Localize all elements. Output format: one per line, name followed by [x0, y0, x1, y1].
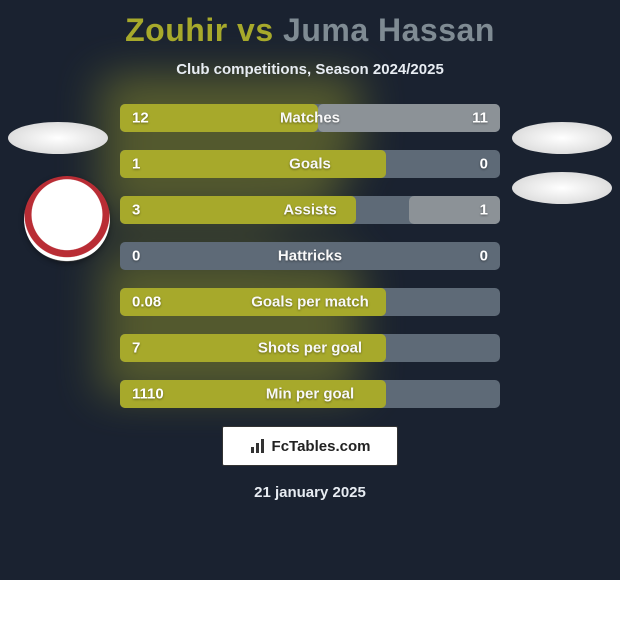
- stat-value-left: 12: [132, 110, 149, 127]
- stat-label: Goals: [289, 156, 331, 173]
- subtitle: Club competitions, Season 2024/2025: [0, 61, 620, 78]
- stat-value-right: 11: [472, 110, 488, 127]
- stat-value-left: 7: [132, 340, 140, 357]
- stat-label: Hattricks: [278, 248, 342, 265]
- club-crest-icon: [24, 176, 110, 262]
- stat-row: 1110 Min per goal: [120, 380, 500, 408]
- stat-value-left: 0: [132, 248, 140, 265]
- player-left-badge: [8, 122, 108, 154]
- stat-value-right: 1: [480, 202, 488, 219]
- stat-bar-left: [120, 150, 386, 178]
- stat-row: 12 11 Matches: [120, 104, 500, 132]
- comparison-title: Zouhir vs Juma Hassan: [0, 12, 620, 49]
- stat-row: 7 Shots per goal: [120, 334, 500, 362]
- chart-icon: [250, 438, 266, 454]
- stat-label: Shots per goal: [258, 340, 362, 357]
- stat-value-right: 0: [480, 156, 488, 173]
- stat-value-left: 1: [132, 156, 140, 173]
- brand-text: FcTables.com: [272, 438, 371, 455]
- stat-value-right: 0: [480, 248, 488, 265]
- player-right-badge-2: [512, 172, 612, 204]
- stat-label: Min per goal: [266, 386, 354, 403]
- brand-box[interactable]: FcTables.com: [222, 426, 398, 466]
- player-left-name: Zouhir: [125, 12, 228, 48]
- stat-label: Goals per match: [251, 294, 369, 311]
- stat-label: Matches: [280, 110, 340, 127]
- stat-row: 1 0 Goals: [120, 150, 500, 178]
- date-text: 21 january 2025: [0, 484, 620, 501]
- stat-value-left: 1110: [132, 386, 164, 403]
- stat-label: Assists: [283, 202, 336, 219]
- stats-table: 12 11 Matches 1 0 Goals 3 1 Assists 0 0 Hattricks 0.…: [120, 104, 500, 408]
- player-right-badge-1: [512, 122, 612, 154]
- stat-value-left: 0.08: [132, 294, 161, 311]
- player-right-name: Juma Hassan: [283, 12, 495, 48]
- stat-row: 3 1 Assists: [120, 196, 500, 224]
- stat-row: 0.08 Goals per match: [120, 288, 500, 316]
- stat-value-left: 3: [132, 202, 140, 219]
- stat-row: 0 0 Hattricks: [120, 242, 500, 270]
- vs-text: vs: [228, 12, 283, 48]
